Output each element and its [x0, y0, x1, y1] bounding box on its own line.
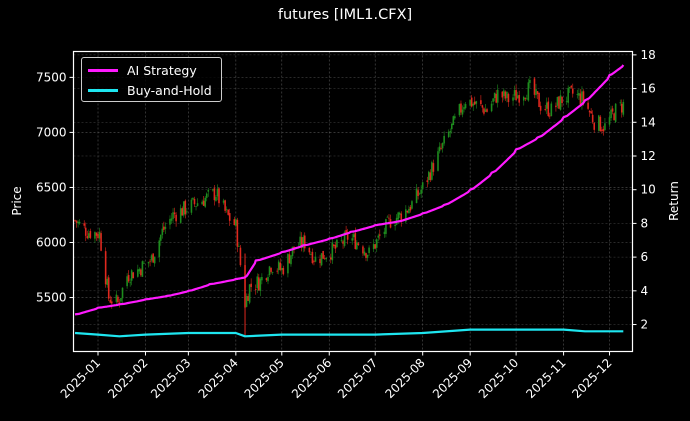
- right-axis: 2 4 6 8 10 12 14 16 18: [632, 48, 656, 332]
- right-tick-label: 12: [641, 149, 656, 163]
- right-tick-label: 10: [641, 183, 656, 197]
- left-tick-label: 7500: [36, 70, 67, 84]
- x-tick-label: 2025-03: [148, 356, 193, 401]
- x-tick-label: 2025-01: [58, 356, 103, 401]
- left-axis-label: Price: [10, 186, 24, 215]
- right-tick-label: 2: [641, 318, 649, 332]
- price-candles: [74, 75, 625, 337]
- right-tick-label: 4: [641, 284, 649, 298]
- buy-and-hold-line: [74, 328, 624, 338]
- x-tick-label: 2025-12: [569, 356, 614, 401]
- right-axis-label: Return: [667, 181, 681, 221]
- right-tick-label: 8: [641, 216, 649, 230]
- x-tick-label: 2025-04: [196, 356, 241, 401]
- right-tick-label: 18: [641, 48, 656, 62]
- x-tick-label: 2025-09: [430, 356, 475, 401]
- left-tick-label: 7000: [36, 125, 67, 139]
- x-tick-label: 2025-11: [523, 356, 568, 401]
- left-tick-label: 5500: [36, 291, 67, 305]
- ai-strategy-swatch: [88, 68, 118, 72]
- legend-item-ai-strategy: AI Strategy: [88, 61, 197, 79]
- x-tick-label: 2025-07: [335, 356, 380, 401]
- x-tick-label: 2025-10: [476, 356, 521, 401]
- chart-title: futures [IML1.CFX]: [277, 7, 413, 23]
- x-tick-label: 2025-05: [242, 356, 287, 401]
- x-tick-label: 2025-02: [105, 356, 150, 401]
- left-axis: 5500 6000 6500 7000 7500: [36, 70, 74, 305]
- right-tick-label: 16: [641, 82, 656, 96]
- left-tick-label: 6500: [36, 180, 67, 194]
- buy-and-hold-swatch: [88, 88, 118, 92]
- legend: AI Strategy Buy-and-Hold: [81, 57, 222, 102]
- x-tick-label: 2025-08: [382, 356, 427, 401]
- return-lines: [74, 64, 625, 338]
- right-tick-label: 14: [641, 115, 656, 129]
- x-tick-label: 2025-06: [289, 356, 334, 401]
- plot-frame: [72, 50, 634, 353]
- legend-label: AI Strategy: [127, 62, 197, 78]
- right-tick-label: 6: [641, 250, 649, 264]
- legend-item-buy-and-hold: Buy-and-Hold: [88, 81, 212, 99]
- left-tick-label: 6000: [36, 236, 67, 250]
- legend-label: Buy-and-Hold: [127, 82, 212, 98]
- ai-strategy-line: [74, 64, 625, 316]
